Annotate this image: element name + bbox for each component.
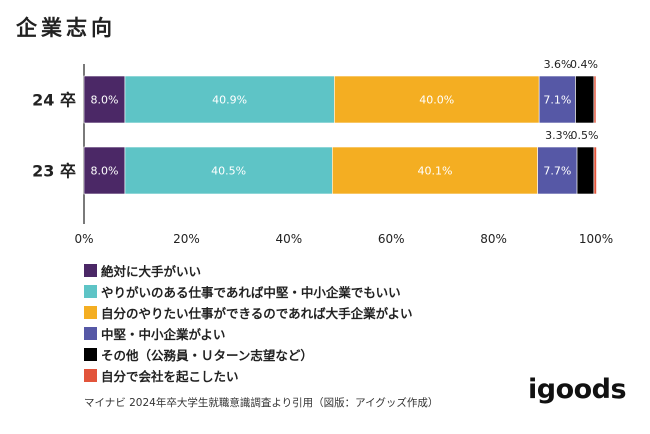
category-label: 24 卒 — [32, 91, 76, 110]
data-label: 8.0% — [91, 165, 119, 178]
legend-label: 自分のやりたい仕事ができるのであれば大手企業がよい — [101, 306, 413, 321]
data-label-outside: 3.6% — [544, 58, 572, 71]
legend-label: その他（公務員・Ｕターン志望など） — [101, 348, 313, 363]
legend-item: 自分のやりたい仕事ができるのであれば大手企業がよい — [84, 302, 413, 323]
category-label: 23 卒 — [32, 162, 76, 181]
legend-label: やりがいのある仕事であれば中堅・中小企業でもいい — [101, 285, 401, 300]
x-tick-label: 40% — [275, 232, 302, 246]
legend-swatch — [84, 369, 97, 382]
bar-segment — [83, 146, 126, 195]
x-tick-label: 80% — [480, 232, 507, 246]
bar-segment — [332, 146, 538, 195]
data-label: 40.0% — [419, 94, 454, 107]
legend-swatch — [84, 285, 97, 298]
bar-segment — [593, 75, 597, 124]
bar-segment — [576, 146, 595, 195]
bar-segment — [124, 146, 333, 195]
data-label: 7.7% — [543, 165, 571, 178]
data-label-outside: 3.3% — [545, 129, 573, 142]
bar-segment — [538, 75, 576, 124]
x-tick-label: 20% — [173, 232, 200, 246]
legend-label: 自分で会社を起こしたい — [101, 369, 239, 384]
data-label: 40.5% — [211, 165, 246, 178]
data-label: 40.9% — [212, 94, 247, 107]
legend: 絶対に大手がいいやりがいのある仕事であれば中堅・中小企業でもいい 自分のやりたい仕… — [84, 260, 413, 386]
page-title: 企業志向 — [16, 16, 116, 40]
data-label-outside: 0.4% — [570, 58, 598, 71]
legend-swatch — [84, 306, 97, 319]
bar-segment — [575, 75, 595, 124]
legend-label: 絶対に大手がいい — [101, 264, 202, 279]
legend-swatch — [84, 264, 97, 277]
legend-item: 中堅・中小企業がよい — [84, 323, 413, 344]
x-tick-label: 100% — [579, 232, 613, 246]
legend-item: 自分で会社を起こしたい — [84, 365, 413, 386]
legend-item: 絶対に大手がいい — [84, 260, 413, 281]
legend-swatch — [84, 348, 97, 361]
legend-item: その他（公務員・Ｕターン志望など） — [84, 344, 413, 365]
data-label-outside: 0.5% — [571, 129, 599, 142]
stacked-bar-chart: 24 卒 8.0% 40.9% 40.0% 7.1% 3.6%0.4% 23 卒 8.0% 40… — [32, 58, 613, 246]
source-note: マイナビ 2024年卒大学生就職意識調査より引用（図版：アイグッズ作成） — [84, 397, 439, 409]
x-tick-label: 60% — [378, 232, 405, 246]
bar-segment — [83, 75, 126, 124]
data-label: 40.1% — [417, 165, 452, 178]
data-label: 8.0% — [91, 94, 119, 107]
legend-swatch — [84, 327, 97, 340]
data-label: 7.1% — [543, 94, 571, 107]
legend-item: やりがいのある仕事であれば中堅・中小企業でもいい — [84, 281, 413, 302]
bar-segment — [593, 146, 597, 195]
x-tick-label: 0% — [74, 232, 93, 246]
bar-segment — [334, 75, 540, 124]
bar-segment — [124, 75, 335, 124]
brand-logo: igoods — [528, 374, 627, 405]
legend-label: 中堅・中小企業がよい — [101, 327, 226, 342]
